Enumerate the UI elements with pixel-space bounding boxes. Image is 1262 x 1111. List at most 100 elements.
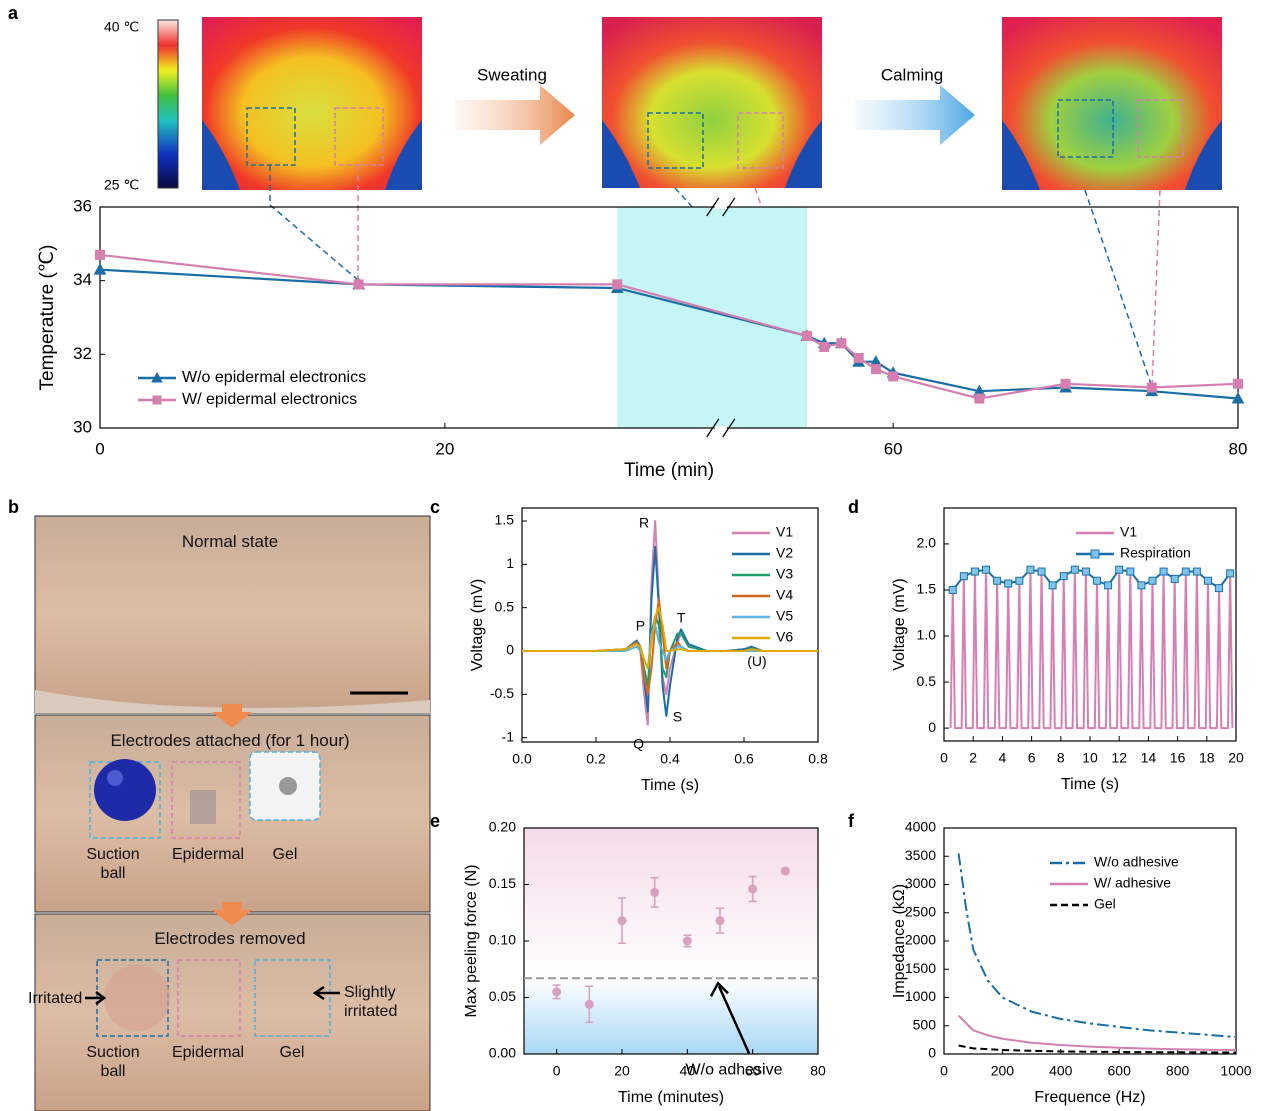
- x-axis-title: Time (min): [624, 460, 714, 481]
- legend-label: Respiration: [1120, 545, 1191, 561]
- y-tick-label: 0.5: [917, 673, 937, 689]
- legend-label: Gel: [1094, 896, 1116, 912]
- photo-label: Gel: [272, 846, 298, 863]
- x-tick-label: 10: [1082, 750, 1098, 766]
- x-tick-label: 600: [1108, 1063, 1132, 1079]
- annotation: T: [677, 610, 686, 626]
- background: [524, 978, 818, 1054]
- data-point: [715, 916, 725, 926]
- plot-frame: [943, 827, 1237, 1055]
- x-tick-label: 400: [1049, 1063, 1073, 1079]
- y-tick-label: 0.5: [495, 598, 515, 614]
- y-tick-label: 500: [913, 1016, 937, 1032]
- scale-label: 40 ℃: [104, 19, 139, 35]
- data-point: [617, 916, 627, 926]
- photo-label: Epidermal: [171, 846, 245, 863]
- x-tick-label: 40: [680, 1063, 696, 1079]
- x-tick-label: 20: [435, 439, 454, 458]
- marker: [970, 567, 979, 576]
- marker: [1104, 581, 1113, 590]
- y-tick-label: 1.0: [917, 627, 937, 643]
- y-tick-label: 0.20: [489, 819, 516, 835]
- x-tick-label: 0.6: [734, 751, 754, 767]
- photo-label: Suction ball: [86, 846, 140, 882]
- marker: [1126, 567, 1135, 576]
- axis-break: [706, 197, 736, 217]
- series-line: [949, 568, 1234, 730]
- arrow: [855, 85, 975, 145]
- x-tick-label: 0: [940, 750, 948, 766]
- marker: [1137, 581, 1146, 590]
- x-tick-label: 0.2: [586, 751, 606, 767]
- x-tick-label: 18: [1199, 750, 1215, 766]
- marker: [95, 249, 105, 260]
- marker: [1048, 581, 1057, 590]
- photo-label: Normal state: [181, 532, 279, 551]
- y-tick-label: -1: [502, 728, 515, 744]
- marker: [982, 565, 991, 574]
- panel-label: f: [848, 811, 855, 831]
- data-point: [682, 936, 692, 946]
- x-tick-label: 0.0: [512, 751, 532, 767]
- data-point: [552, 987, 562, 997]
- series-line: [957, 1014, 1237, 1052]
- y-tick-label: 0.00: [489, 1045, 516, 1061]
- marker: [1192, 567, 1201, 576]
- x-tick-label: 200: [991, 1063, 1015, 1079]
- marker: [1226, 569, 1235, 578]
- annotation: S: [673, 708, 682, 724]
- x-tick-label: 1000: [1220, 1063, 1251, 1079]
- marker: [1070, 565, 1079, 574]
- axis-break: [714, 426, 727, 430]
- marker: [353, 279, 364, 290]
- plot-frame: [99, 206, 1239, 429]
- marker: [1181, 567, 1190, 576]
- photo-label: Electrodes removed: [154, 929, 306, 948]
- shaded-region: [617, 207, 807, 428]
- x-tick-label: 20: [614, 1063, 630, 1079]
- plot-frame: [521, 507, 819, 743]
- legend-label: V1: [776, 524, 793, 540]
- marker: [1203, 576, 1212, 585]
- photo-label: Slightly irritated: [344, 984, 398, 1020]
- marker: [1090, 549, 1100, 559]
- annotation: (U): [747, 653, 766, 669]
- y-tick-label: 2000: [905, 932, 936, 948]
- y-tick-label: 30: [73, 417, 92, 436]
- axis-break: [714, 205, 727, 209]
- y-axis-title: Voltage (mV): [469, 579, 486, 671]
- series-line: [522, 520, 818, 726]
- y-tick-label: 32: [73, 344, 92, 363]
- x-tick-label: 12: [1111, 750, 1127, 766]
- marker: [1148, 576, 1157, 585]
- marker: [870, 364, 881, 375]
- y-axis-title: Voltage (mV): [891, 578, 908, 670]
- x-tick-label: 800: [1166, 1063, 1190, 1079]
- series-line: [522, 624, 818, 670]
- y-tick-label: 0.15: [489, 875, 516, 891]
- legend-label: V6: [776, 629, 793, 645]
- legend-label: V3: [776, 566, 793, 582]
- y-tick-label: 0: [928, 1045, 936, 1061]
- marker: [1004, 579, 1013, 588]
- x-tick-label: 60: [884, 439, 903, 458]
- photo-label: Suction ball: [86, 1044, 140, 1080]
- annotation: R: [639, 514, 649, 530]
- y-tick-label: 3000: [905, 875, 936, 891]
- marker: [993, 576, 1002, 585]
- x-tick-label: 6: [1028, 750, 1036, 766]
- photo-label: Irritated: [28, 990, 83, 1007]
- marker: [1233, 378, 1243, 389]
- x-tick-label: 60: [745, 1063, 761, 1079]
- panel-label: d: [848, 497, 859, 517]
- marker: [1037, 567, 1046, 576]
- legend-label: W/ epidermal electronics: [182, 391, 357, 408]
- marker: [836, 338, 847, 349]
- marker: [1081, 567, 1090, 576]
- data-point: [650, 887, 660, 897]
- x-tick-label: 0: [940, 1063, 948, 1079]
- y-tick-label: 0: [928, 719, 936, 735]
- axis-break: [706, 418, 736, 438]
